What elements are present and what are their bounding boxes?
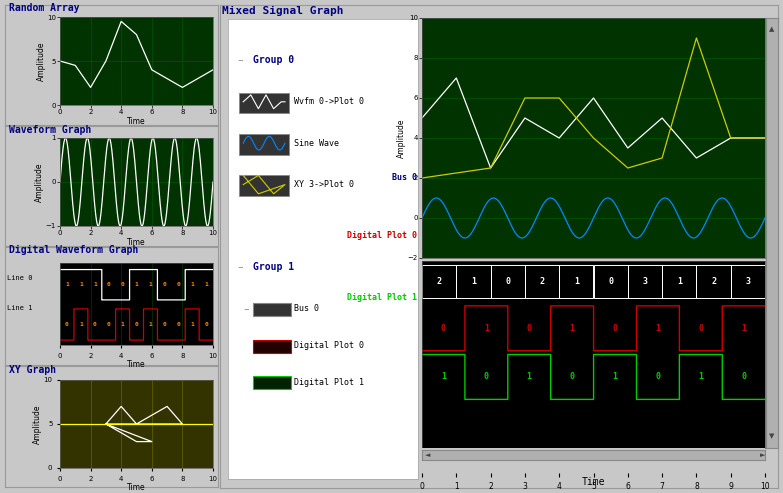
Text: 1: 1	[79, 282, 83, 287]
FancyBboxPatch shape	[240, 134, 289, 155]
Text: 0: 0	[135, 322, 139, 327]
Text: 1: 1	[569, 324, 575, 333]
Text: 0: 0	[176, 282, 180, 287]
Text: 1: 1	[741, 324, 746, 333]
FancyBboxPatch shape	[240, 176, 289, 196]
Text: 1: 1	[190, 322, 194, 327]
Text: Time: Time	[581, 477, 604, 487]
FancyBboxPatch shape	[253, 303, 290, 316]
Text: 0: 0	[608, 277, 613, 286]
X-axis label: Time: Time	[127, 483, 146, 492]
Text: Digital Plot 1: Digital Plot 1	[347, 293, 417, 303]
Text: 2: 2	[539, 277, 544, 286]
Text: 1: 1	[698, 372, 703, 382]
Y-axis label: Amplitude: Amplitude	[35, 162, 44, 202]
Text: Bus 0: Bus 0	[294, 304, 319, 313]
Text: 1: 1	[204, 282, 208, 287]
Text: 0: 0	[441, 324, 446, 333]
Bar	[525, 265, 559, 298]
Text: 1: 1	[121, 322, 124, 327]
FancyBboxPatch shape	[240, 93, 289, 113]
Text: Line 0: Line 0	[7, 275, 33, 281]
Text: 0: 0	[569, 372, 575, 382]
Text: Digital Plot 1: Digital Plot 1	[294, 378, 365, 387]
Bar	[696, 265, 731, 298]
Text: 3: 3	[642, 277, 648, 286]
Text: –: –	[237, 262, 244, 273]
Text: Digital Plot 0: Digital Plot 0	[294, 341, 365, 350]
Bar	[491, 265, 525, 298]
Text: ◄: ◄	[425, 452, 431, 458]
Text: 0: 0	[176, 322, 180, 327]
Text: 1: 1	[612, 372, 618, 382]
Text: Line 1: Line 1	[7, 305, 33, 311]
X-axis label: Time: Time	[127, 116, 146, 126]
Text: XY Graph: XY Graph	[9, 365, 56, 375]
Text: XY 3->Plot 0: XY 3->Plot 0	[294, 180, 355, 189]
Text: 1: 1	[527, 372, 532, 382]
Text: 1: 1	[93, 282, 96, 287]
Text: 2: 2	[437, 277, 442, 286]
Y-axis label: Amplitude: Amplitude	[37, 41, 45, 81]
Text: 1: 1	[149, 322, 152, 327]
Bar	[422, 265, 456, 298]
Bar	[731, 265, 765, 298]
Text: 0: 0	[741, 372, 746, 382]
Text: Waveform Graph: Waveform Graph	[9, 125, 92, 135]
Text: –: –	[237, 55, 244, 66]
Text: ▲: ▲	[770, 27, 774, 33]
Text: 1: 1	[65, 282, 69, 287]
Text: 0: 0	[65, 322, 69, 327]
X-axis label: Time: Time	[127, 360, 146, 369]
Text: 3: 3	[745, 277, 750, 286]
Text: ▼: ▼	[770, 433, 774, 439]
Text: 1: 1	[79, 322, 83, 327]
Bar	[594, 265, 628, 298]
Text: 0: 0	[106, 322, 110, 327]
Text: 1: 1	[484, 324, 489, 333]
Text: 0: 0	[527, 324, 532, 333]
Text: 1: 1	[471, 277, 476, 286]
X-axis label: Time: Time	[127, 238, 146, 246]
Text: 0: 0	[655, 372, 660, 382]
FancyBboxPatch shape	[253, 340, 290, 352]
Y-axis label: Amplitude: Amplitude	[397, 118, 406, 158]
FancyBboxPatch shape	[253, 377, 290, 389]
Text: 1: 1	[441, 372, 446, 382]
Y-axis label: Amplitude: Amplitude	[33, 404, 42, 444]
Text: 1: 1	[190, 282, 194, 287]
Text: 0: 0	[505, 277, 511, 286]
Text: 1: 1	[149, 282, 152, 287]
Text: 0: 0	[162, 322, 166, 327]
Text: 1: 1	[677, 277, 682, 286]
Bar	[662, 265, 696, 298]
Text: Random Array: Random Array	[9, 3, 80, 13]
Text: 0: 0	[93, 322, 96, 327]
Text: Bus 0: Bus 0	[392, 174, 417, 182]
Text: Group 0: Group 0	[253, 55, 294, 66]
Text: ►: ►	[760, 452, 765, 458]
Text: Wvfm 0->Plot 0: Wvfm 0->Plot 0	[294, 97, 365, 106]
Bar	[628, 265, 662, 298]
Text: 0: 0	[484, 372, 489, 382]
Text: Sine Wave: Sine Wave	[294, 139, 340, 148]
Text: Digital Plot 0: Digital Plot 0	[347, 231, 417, 240]
Bar	[456, 265, 491, 298]
Text: 0: 0	[162, 282, 166, 287]
Text: 0: 0	[698, 324, 703, 333]
Text: 2: 2	[711, 277, 716, 286]
Bar	[559, 265, 594, 298]
Text: –: –	[244, 304, 249, 314]
Text: Mixed Signal Graph: Mixed Signal Graph	[222, 6, 344, 16]
Text: 0: 0	[121, 282, 124, 287]
Text: Group 1: Group 1	[253, 262, 294, 273]
Text: 1: 1	[655, 324, 660, 333]
Text: 0: 0	[106, 282, 110, 287]
Text: 1: 1	[135, 282, 139, 287]
Text: Digital Waveform Graph: Digital Waveform Graph	[9, 245, 139, 255]
Text: 1: 1	[574, 277, 579, 286]
Text: 0: 0	[204, 322, 208, 327]
Text: 0: 0	[612, 324, 618, 333]
